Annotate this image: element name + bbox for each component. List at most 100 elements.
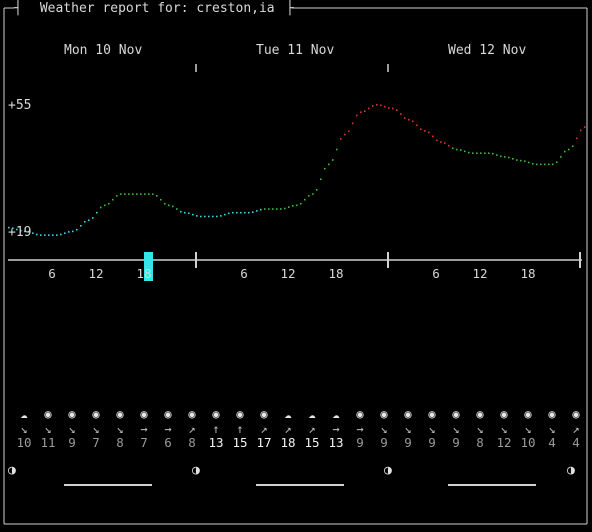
wind-speed-value: 4 [572,435,580,450]
temperature-point [532,163,534,165]
temperature-point [508,156,510,159]
temperature-point [324,167,326,170]
temperature-point [580,129,582,132]
temperature-point [104,204,106,207]
wind-direction-arrow: ↘ [44,422,52,436]
day-label-tue: Tue 11 Nov [256,43,335,58]
temperature-point [488,152,490,154]
wind-direction-arrow: ↘ [92,422,100,436]
temperature-point [392,107,394,110]
temperature-point [216,215,218,218]
temperature-point [332,159,334,161]
temperature-point [520,159,522,162]
temperature-point [340,138,342,140]
temperature-point [536,163,538,166]
temperature-point [328,163,330,166]
temperature-point [376,104,378,106]
wind-direction-arrow: ↗ [188,422,196,436]
sun-icon: ◉ [380,407,388,421]
sun-icon: ◉ [476,407,484,421]
temperature-point [168,204,170,207]
temperature-point [568,148,570,151]
wind-direction-arrow: ↘ [548,422,556,436]
wind-direction-arrow: ↗ [572,422,580,436]
temperature-point [36,233,38,236]
temperature-point [92,217,94,219]
temperature-point [224,213,226,216]
temperature-point [56,234,58,236]
wind-direction-arrow: ↑ [236,422,244,436]
temperature-point [444,142,446,144]
temperature-point [48,234,50,236]
temperature-point [116,195,118,197]
wind-speed-value: 8 [476,435,484,450]
wind-speed-value: 15 [304,435,320,450]
sun-icon: ◉ [236,407,244,421]
temperature-point [468,151,470,154]
temperature-point [80,225,82,227]
temperature-point [64,232,66,234]
wind-direction-arrow: → [356,422,364,436]
hour-tick-label: 18 [328,266,344,281]
temperature-point [172,205,174,208]
temperature-point [252,211,254,213]
wind-direction-arrow: → [332,422,340,436]
temperature-point [228,212,230,215]
temperature-point [136,193,138,195]
temperature-point [280,208,282,210]
temperature-point [240,211,242,214]
temperature-point [304,198,306,201]
temperature-point [8,226,10,229]
moon-phase-icon: ◑ [192,463,200,478]
hour-tick-label: 18 [136,266,152,281]
temperature-point [264,208,266,210]
wind-speed-value: 7 [92,435,100,450]
temperature-point [516,159,518,161]
cloud-icon: ☁ [20,407,28,421]
wind-speed-value: 13 [328,435,344,450]
hour-tick-label: 12 [280,266,296,281]
temperature-point [352,122,354,125]
temperature-point [244,211,246,214]
temperature-point [496,154,498,156]
wind-speed-value: 9 [68,435,76,450]
temperature-point [312,193,314,195]
temperature-point [268,208,270,210]
temperature-point [460,149,462,151]
wind-speed-value: 8 [116,435,124,450]
temperature-point [408,118,410,121]
sun-icon: ◉ [572,407,580,421]
temperature-point [356,114,358,117]
temperature-point [372,105,374,107]
temperature-chart [8,104,586,236]
wind-speed-value: 12 [496,435,512,450]
temperature-point [556,161,558,163]
temperature-point [424,130,426,132]
temperature-point [396,109,398,111]
sun-icon: ◉ [404,407,412,421]
moon-phase-icon: ◑ [567,463,575,478]
temperature-point [248,211,250,214]
temperature-point [412,120,414,123]
sun-icon: ◉ [164,407,172,421]
title-bracket-right: ├ [286,1,294,16]
temperature-point [452,147,454,150]
y-max-label: +55 [8,98,32,113]
temperature-point [272,208,274,210]
wind-direction-arrow: ↘ [452,422,460,436]
temperature-point [32,232,34,234]
moon-phase-icon: ◑ [384,463,392,478]
wind-speed-value: 15 [232,435,248,450]
hour-tick-label: 12 [472,266,488,281]
wind-direction-arrow: ↗ [308,422,316,436]
sun-icon: ◉ [188,407,196,421]
temperature-point [148,193,150,195]
wind-direction-arrow: ↗ [284,422,292,436]
moon-phase-icon: ◑ [8,463,16,478]
wind-direction-arrow: ↗ [260,422,268,436]
temperature-point [260,208,262,211]
temperature-point [232,211,234,214]
wind-speed-value: 9 [452,435,460,450]
wind-direction-arrow: ↘ [20,422,28,436]
temperature-point [152,193,154,195]
